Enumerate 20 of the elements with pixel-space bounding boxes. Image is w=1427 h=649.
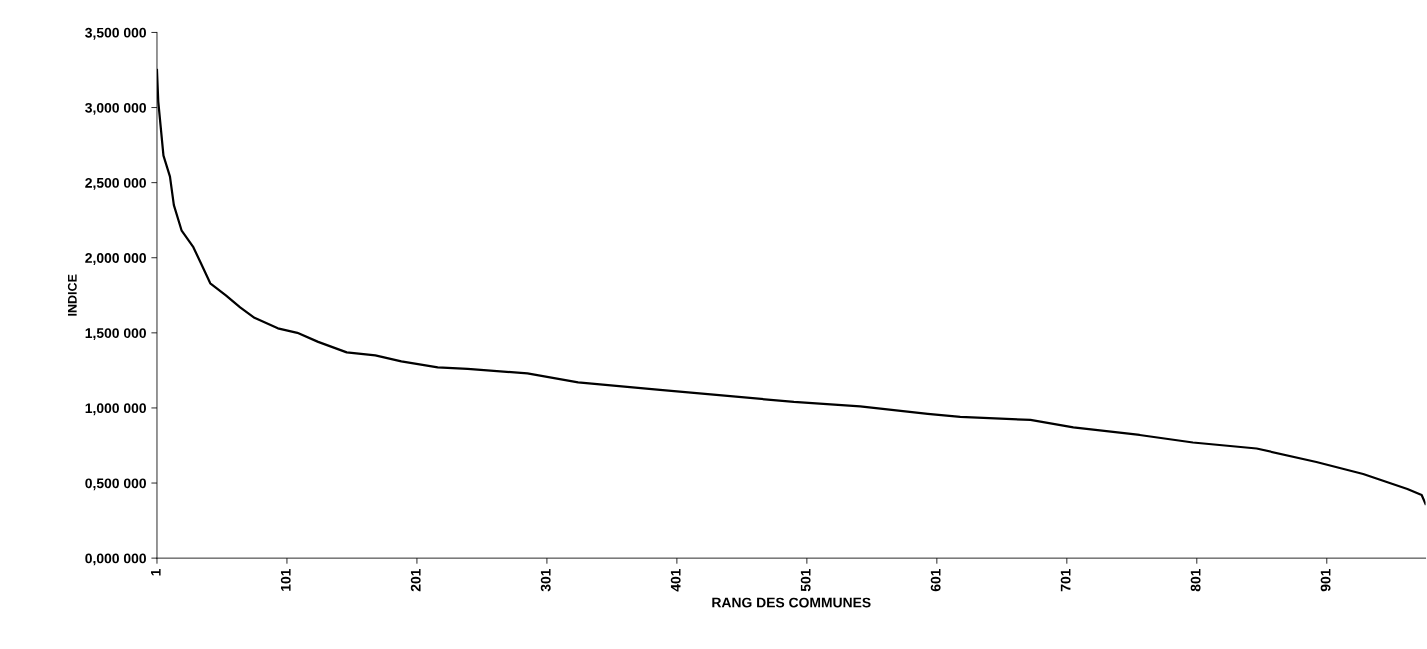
x-tick-label: 401 bbox=[670, 568, 681, 592]
y-tick-label: 0,500 000 bbox=[85, 478, 146, 491]
x-axis-title: RANG DES COMMUNES bbox=[712, 597, 871, 608]
x-tick-label: 701 bbox=[1060, 568, 1071, 592]
x-tick-label: 301 bbox=[540, 568, 551, 592]
y-tick-label: 2,000 000 bbox=[85, 253, 146, 265]
y-tick-label: 1,500 000 bbox=[85, 328, 146, 341]
y-tick-label: 3,000 000 bbox=[85, 102, 146, 115]
y-tick-label: 1,000 000 bbox=[85, 403, 146, 416]
y-tick-label: 2,500 000 bbox=[85, 177, 146, 190]
x-tick-label: 801 bbox=[1190, 568, 1201, 592]
x-tick-label: 101 bbox=[280, 568, 291, 591]
x-tick-label: 901 bbox=[1320, 568, 1331, 592]
y-tick-label: 3,500 000 bbox=[85, 27, 146, 40]
x-tick-label: 201 bbox=[410, 568, 421, 592]
x-tick-label: 501 bbox=[800, 568, 811, 592]
x-tick-label: 601 bbox=[930, 568, 941, 592]
x-tick-label: 1 bbox=[151, 568, 161, 576]
y-axis-title: INDICE bbox=[67, 274, 77, 316]
y-tick-label: 0,000 000 bbox=[85, 553, 146, 566]
